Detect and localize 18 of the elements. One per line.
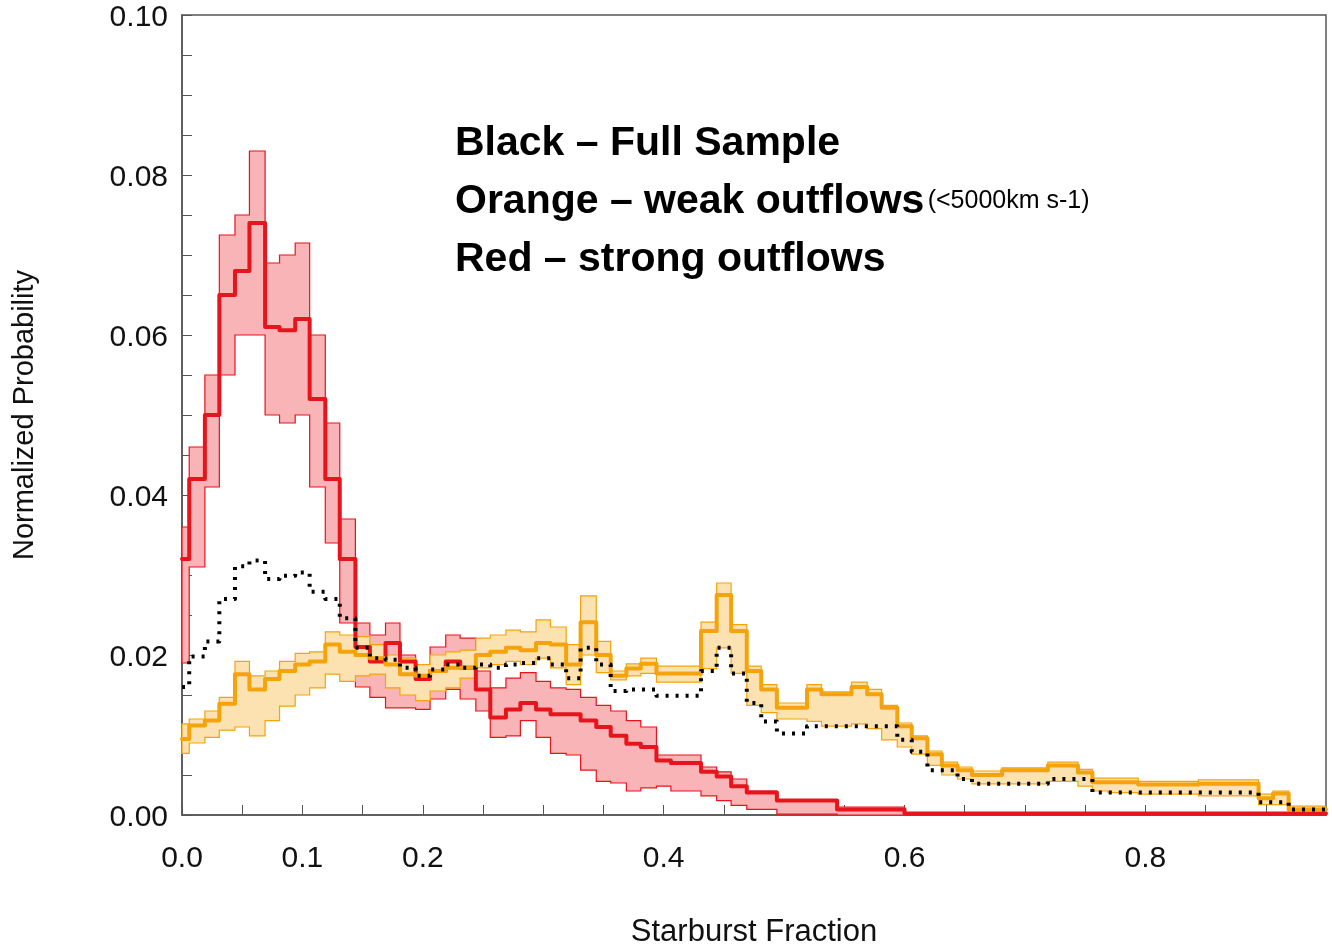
x-axis-title: Starburst Fraction: [630, 913, 878, 948]
x-tick-label: 0.1: [281, 839, 324, 873]
y-tick-label: 0.10: [109, 0, 168, 32]
x-tick-label: 0.8: [1124, 839, 1167, 873]
y-tick-label: 0.08: [109, 158, 168, 192]
x-tick-label: 0.2: [401, 839, 444, 873]
x-tick-label: 0.6: [883, 839, 926, 873]
x-tick-label: 0.4: [642, 839, 685, 873]
y-tick-label: 0.00: [109, 798, 168, 832]
annotation: Orange – weak outflows: [455, 176, 925, 222]
annotation: Black – Full Sample: [455, 118, 841, 164]
y-axis-title: Normalized Probability: [6, 269, 39, 561]
annotation: Red – strong outflows: [455, 234, 886, 280]
y-tick-label: 0.02: [109, 638, 168, 672]
y-tick-label: 0.06: [109, 318, 168, 352]
annotation: (<5000km s-1): [927, 185, 1090, 213]
x-tick-label: 0.0: [161, 839, 203, 873]
y-tick-label: 0.04: [109, 478, 168, 512]
